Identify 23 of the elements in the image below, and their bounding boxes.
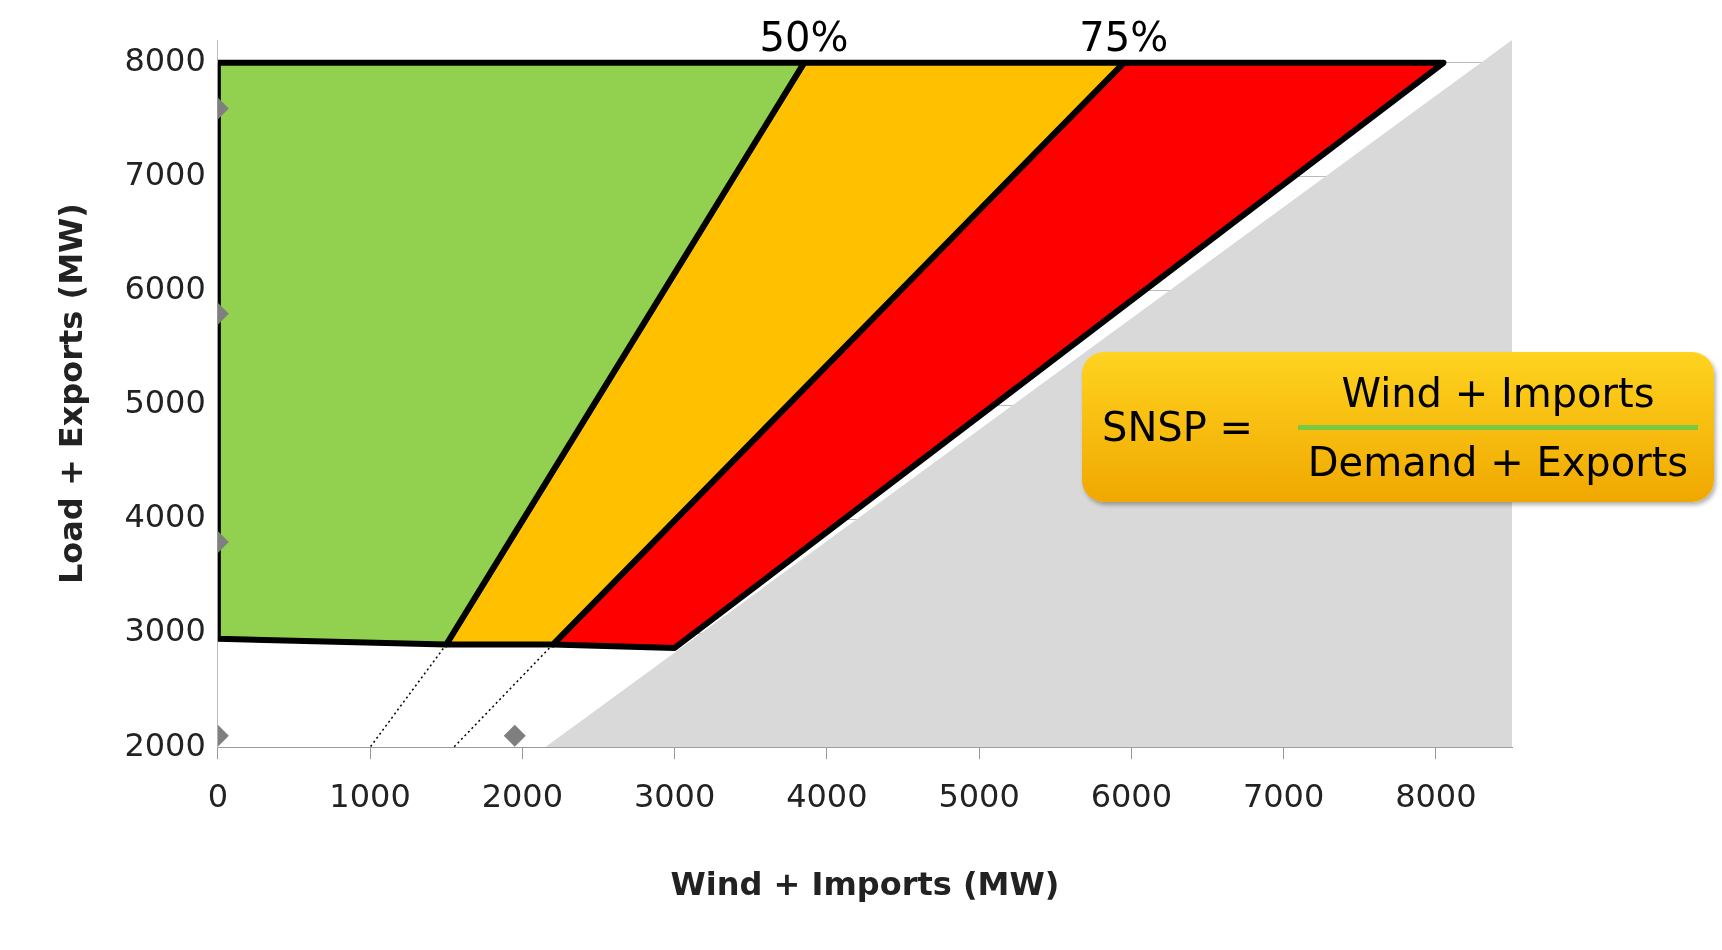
y-tick-label: 7000 <box>124 155 206 194</box>
y-tick-label: 5000 <box>124 383 206 422</box>
x-tick-label: 7000 <box>1242 776 1325 815</box>
x-tick-label: 4000 <box>786 776 868 815</box>
y-tick-label: 8000 <box>124 41 206 80</box>
y-tick-label: 3000 <box>124 611 206 650</box>
x-tick-label: 8000 <box>1395 776 1477 815</box>
x-axis-title: Wind + Imports (MW) <box>670 865 1060 904</box>
x-tick-label: 5000 <box>938 776 1020 815</box>
x-tick-label: 3000 <box>633 776 716 815</box>
x-tick-label: 0 <box>207 776 229 815</box>
annotation: Wind + Imports <box>1341 368 1655 418</box>
x-tick-label: 6000 <box>1090 776 1173 815</box>
annotation: SNSP = <box>1102 404 1255 450</box>
annotation: Demand + Exports <box>1307 437 1689 487</box>
y-tick-label: 2000 <box>124 725 206 764</box>
y-tick-label: 6000 <box>124 269 206 308</box>
annotation: 50% <box>759 14 849 61</box>
annotation: 75% <box>1079 14 1169 61</box>
x-tick-label: 2000 <box>481 776 564 815</box>
y-tick-label: 4000 <box>124 497 206 536</box>
y-axis-title: Load + Exports (MW) <box>51 203 90 585</box>
x-tick-label: 1000 <box>329 776 411 815</box>
